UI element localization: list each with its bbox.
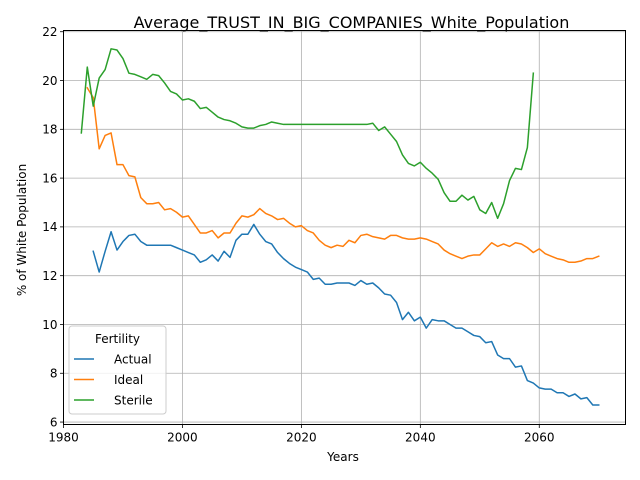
legend: Fertility Actual Ideal Sterile — [68, 325, 167, 415]
x-tick-label: 2020 — [286, 431, 317, 445]
series-line-actual — [92, 223, 600, 406]
y-tick-label: 20 — [42, 74, 57, 88]
series-lines — [80, 48, 600, 406]
legend-box — [68, 325, 167, 415]
x-tick-label: 1980 — [48, 431, 79, 445]
series-line-ideal — [86, 86, 600, 264]
axis-ticks: 1980 2000 2020 2040 2060 6 8 10 12 14 16 18 20 22 — [42, 25, 554, 444]
chart-title: Average_TRUST_IN_BIG_COMPANIES_White_Pop… — [134, 13, 570, 33]
series-line-sterile — [80, 48, 535, 220]
x-tick-label: 2000 — [167, 431, 198, 445]
plot-frame — [63, 30, 626, 425]
legend-title: Fertility — [95, 332, 140, 346]
legend-label-actual: Actual — [114, 352, 152, 366]
y-axis-label: % of White Population — [15, 164, 29, 296]
y-tick-label: 10 — [42, 318, 57, 332]
y-tick-label: 22 — [42, 25, 57, 39]
y-tick-label: 14 — [42, 220, 57, 234]
x-tick-label: 2040 — [405, 431, 436, 445]
y-tick-label: 6 — [50, 415, 58, 429]
y-tick-label: 12 — [42, 269, 57, 283]
legend-label-ideal: Ideal — [114, 373, 143, 387]
y-tick-label: 18 — [42, 123, 57, 137]
y-tick-label: 8 — [50, 367, 58, 381]
x-tick-label: 2060 — [524, 431, 555, 445]
y-tick-label: 16 — [42, 171, 57, 185]
legend-label-sterile: Sterile — [114, 393, 153, 407]
x-axis-label: Years — [326, 450, 359, 464]
